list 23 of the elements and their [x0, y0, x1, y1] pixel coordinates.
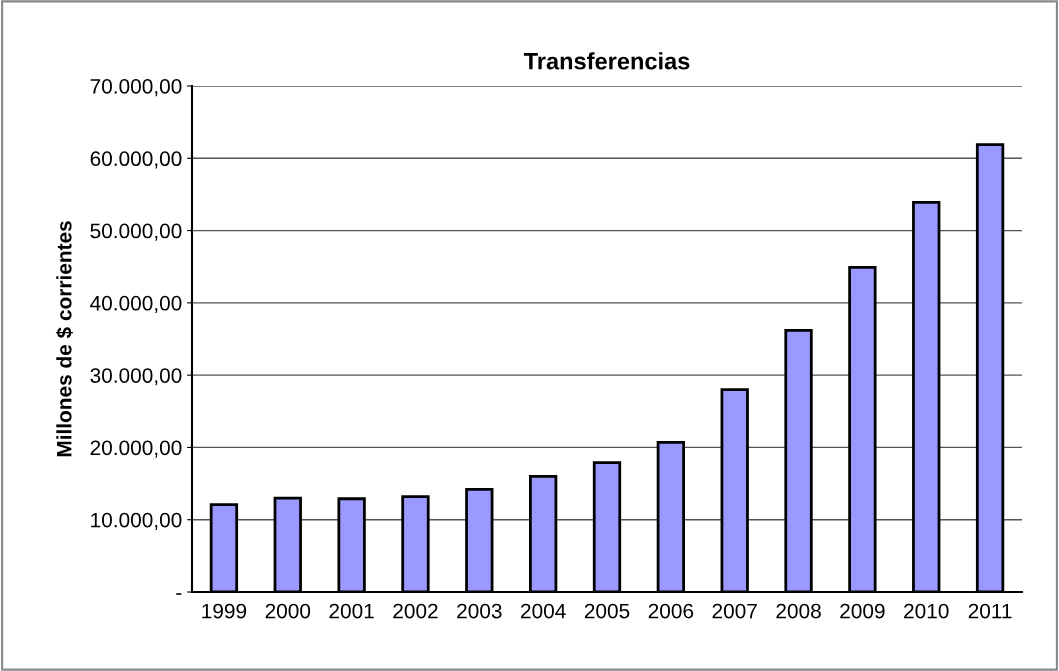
x-tick-label: 2006: [648, 603, 694, 619]
x-tick-label: 1999: [202, 603, 247, 619]
y-tick-label: 10.000,00: [91, 512, 182, 530]
x-tick-label: 2002: [393, 603, 438, 619]
y-tick-label: 30.000,00: [90, 368, 182, 386]
x-tick-label: 2003: [457, 603, 502, 619]
x-tick-label: 2011: [968, 603, 1012, 619]
y-tick-label: 70.000,00: [90, 79, 182, 97]
x-tick-label: 2005: [584, 603, 630, 619]
x-tick-label: 2001: [329, 603, 374, 619]
x-tick-label: 2010: [904, 603, 949, 619]
x-tick-label: 2008: [776, 603, 821, 619]
y-axis-title: Millones de $ corrientes: [55, 221, 73, 457]
y-tick-label: 60.000,00: [90, 151, 182, 169]
x-tick-label: 2000: [265, 603, 311, 619]
y-tick-label: -: [176, 593, 182, 595]
chart-title: Transferencias: [523, 52, 690, 70]
y-tick-label: 40.000,00: [90, 295, 182, 314]
y-tick-label: 20.000,00: [90, 440, 182, 458]
x-tick-label: 2009: [840, 603, 885, 619]
y-tick-label: 50.000,00: [90, 223, 182, 241]
x-tick-label: 2007: [712, 603, 757, 619]
x-tick-label: 2004: [521, 603, 566, 619]
